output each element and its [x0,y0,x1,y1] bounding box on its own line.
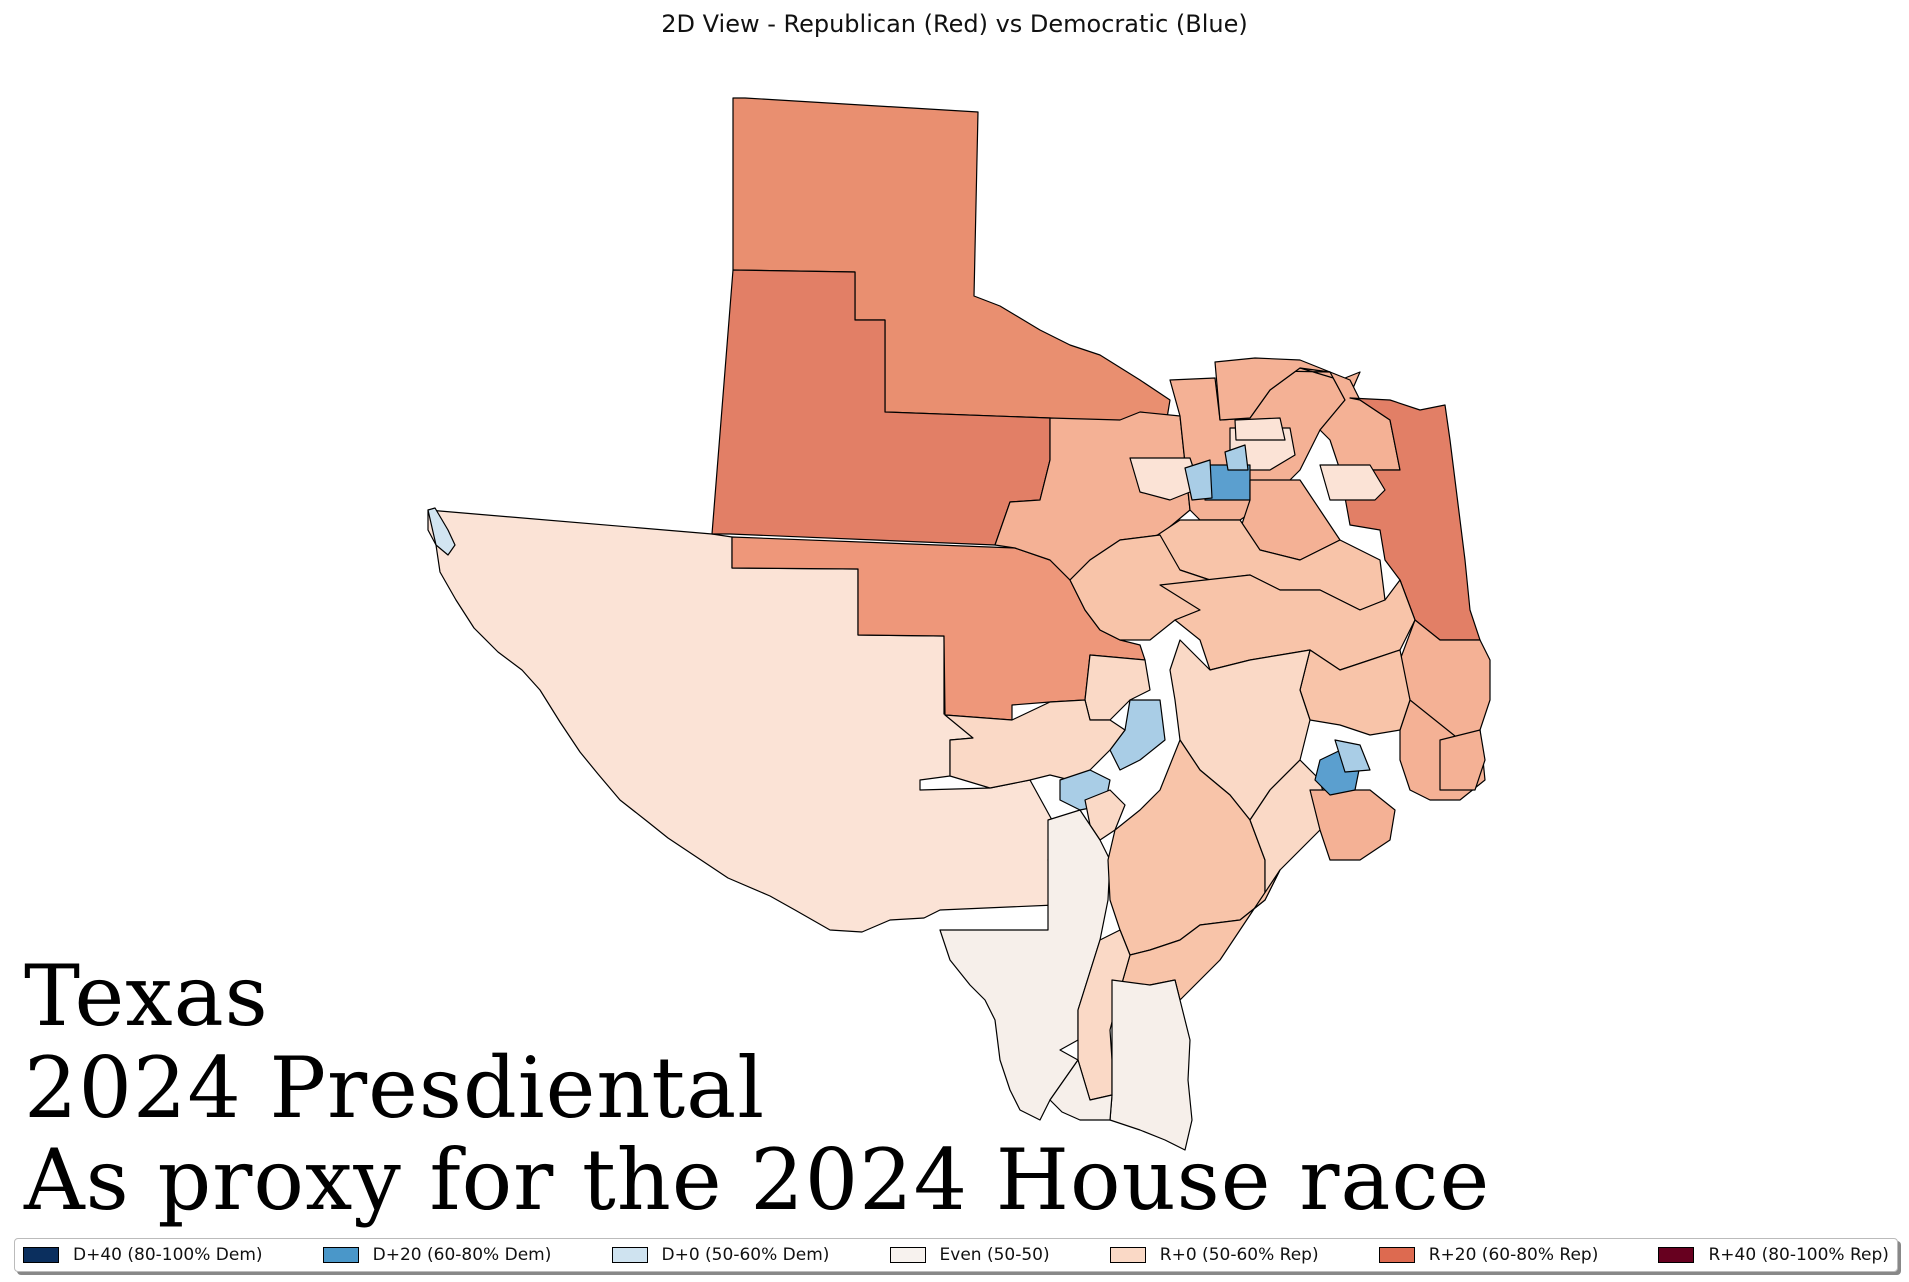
legend-swatch [611,1247,648,1263]
legend-label: R+20 (60-80% Rep) [1428,1245,1599,1265]
legend-label: D+40 (80-100% Dem) [73,1245,263,1265]
district-tarrant-pale [1129,457,1201,501]
legend-swatch [23,1247,59,1263]
map-overlay-title: Texas 2024 Presdiental As proxy for the … [24,950,1490,1226]
district-north-texas-a [1214,357,1401,471]
legend-label: Even (50-50) [939,1245,1050,1265]
overlay-election: 2024 Presdiental [24,1039,766,1137]
district-collin [1234,417,1286,441]
district-victoria [1249,759,1331,901]
legend-item: R+40 (80-100% Rep) [1658,1245,1889,1265]
legend-label: D+0 (50-60% Dem) [661,1245,830,1265]
district-west-texas [427,509,1056,933]
district-south-texas [1077,929,1131,1101]
overlay-state: Texas [24,947,269,1045]
district-brownsville [1049,1059,1113,1121]
legend-item: D+20 (60-80% Dem) [322,1245,552,1265]
district-northeast-pale [1319,464,1386,501]
district-tarrant-light [1224,444,1249,471]
legend-item: Even (50-50) [889,1245,1050,1265]
legend-label: R+0 (50-60% Rep) [1159,1245,1319,1265]
district-beaumont [1439,729,1486,791]
legend-swatch [322,1247,359,1263]
legend-item: D+40 (80-100% Dem) [23,1245,263,1265]
district-el-paso [427,507,456,556]
district-houston-light [1334,739,1371,773]
legend: D+40 (80-100% Dem) D+20 (60-80% Dem) D+0… [14,1238,1898,1272]
legend-label: D+20 (60-80% Dem) [372,1245,552,1265]
legend-label: R+40 (80-100% Rep) [1708,1245,1889,1265]
district-dallas-light [1184,459,1213,501]
legend-item: D+0 (50-60% Dem) [611,1245,830,1265]
legend-swatch [1109,1247,1146,1263]
legend-swatch [1378,1247,1415,1263]
district-southwest-border [939,809,1111,1121]
legend-swatch [1658,1247,1695,1263]
plot-title: 2D View - Republican (Red) vs Democratic… [661,10,1248,38]
legend-item: R+20 (60-80% Rep) [1378,1245,1599,1265]
district-galveston [1309,789,1396,861]
overlay-subtitle: As proxy for the 2024 House race [24,1131,1491,1229]
legend-item: R+0 (50-60% Rep) [1109,1245,1319,1265]
legend-swatch [889,1247,926,1263]
